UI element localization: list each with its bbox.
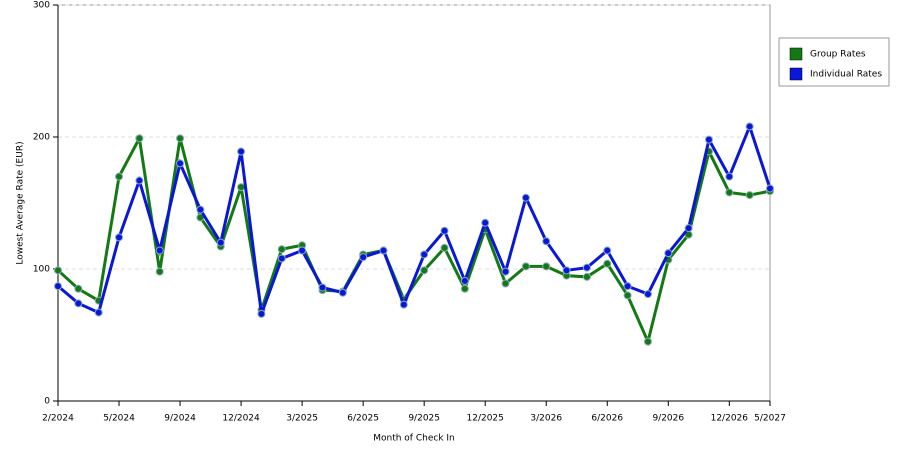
data-point xyxy=(54,266,62,275)
data-point xyxy=(135,134,144,143)
x-tick-label: 3/2025 xyxy=(286,414,318,424)
data-point xyxy=(603,259,612,268)
data-point xyxy=(54,282,62,291)
data-point xyxy=(176,159,185,168)
data-point xyxy=(440,226,449,235)
data-point xyxy=(664,249,673,258)
x-tick-label: 2/2024 xyxy=(42,414,74,424)
data-point xyxy=(481,218,490,227)
data-point xyxy=(379,246,388,255)
y-tick-label: 100 xyxy=(33,265,50,275)
data-point xyxy=(460,276,469,285)
data-point xyxy=(582,263,591,272)
data-point xyxy=(298,246,307,255)
y-tick-label: 0 xyxy=(44,397,50,407)
data-point xyxy=(155,246,164,255)
data-point xyxy=(420,266,429,275)
x-tick-label: 6/2025 xyxy=(347,414,379,424)
data-point xyxy=(582,272,591,281)
data-point xyxy=(115,233,124,242)
data-point xyxy=(176,134,185,143)
data-point xyxy=(603,246,612,255)
x-tick-label: 9/2024 xyxy=(164,414,196,424)
x-tick-label: 12/2024 xyxy=(222,414,260,424)
data-point xyxy=(155,267,164,276)
data-point xyxy=(725,172,734,181)
data-point xyxy=(257,309,266,318)
data-point xyxy=(74,284,83,293)
data-point xyxy=(501,267,510,276)
x-tick-label: 12/2025 xyxy=(467,414,504,424)
legend-label: Group Rates xyxy=(810,50,866,60)
data-point xyxy=(521,262,530,271)
data-point xyxy=(359,253,368,262)
data-point xyxy=(440,243,449,252)
data-point xyxy=(115,172,124,181)
x-axis-label: Month of Check In xyxy=(373,434,455,444)
data-point xyxy=(562,266,571,275)
data-point xyxy=(725,188,734,197)
x-tick-label: 6/2026 xyxy=(591,414,623,424)
x-tick-label: 5/2024 xyxy=(103,414,135,424)
data-point xyxy=(521,193,530,202)
data-point xyxy=(745,122,754,131)
data-point xyxy=(501,279,510,288)
data-point xyxy=(399,300,408,309)
data-point xyxy=(135,176,144,185)
data-point xyxy=(277,245,286,254)
data-point xyxy=(216,238,225,247)
x-tick-label: 12/2026 xyxy=(711,414,749,424)
data-point xyxy=(684,224,693,233)
x-tick-label: 3/2026 xyxy=(530,414,562,424)
data-point xyxy=(745,191,754,200)
data-point xyxy=(74,299,83,308)
data-point xyxy=(237,183,246,192)
x-tick-label: 5/2027 xyxy=(754,414,786,424)
data-point xyxy=(196,205,205,214)
data-point xyxy=(277,254,286,263)
y-axis-label: Lowest Average Rate (EUR) xyxy=(16,141,26,264)
data-point xyxy=(704,135,713,144)
data-point xyxy=(318,283,327,292)
data-point xyxy=(643,290,652,299)
data-point xyxy=(643,337,652,346)
legend-swatch xyxy=(789,47,803,61)
legend-label: Individual Rates xyxy=(810,70,882,80)
legend-swatch xyxy=(789,67,803,81)
data-point xyxy=(542,237,551,246)
y-tick-label: 200 xyxy=(33,133,50,143)
series-line xyxy=(57,122,772,315)
data-point xyxy=(542,262,551,271)
data-point xyxy=(94,308,103,317)
x-tick-label: 9/2026 xyxy=(652,414,684,424)
data-point xyxy=(460,284,469,293)
data-point xyxy=(338,288,347,297)
data-point xyxy=(237,147,246,156)
data-point xyxy=(420,250,429,259)
data-point xyxy=(766,184,774,193)
y-tick-label: 300 xyxy=(33,1,50,11)
x-tick-label: 9/2025 xyxy=(408,414,440,424)
series-line xyxy=(56,133,771,347)
data-point xyxy=(623,291,632,300)
data-point xyxy=(623,282,632,291)
